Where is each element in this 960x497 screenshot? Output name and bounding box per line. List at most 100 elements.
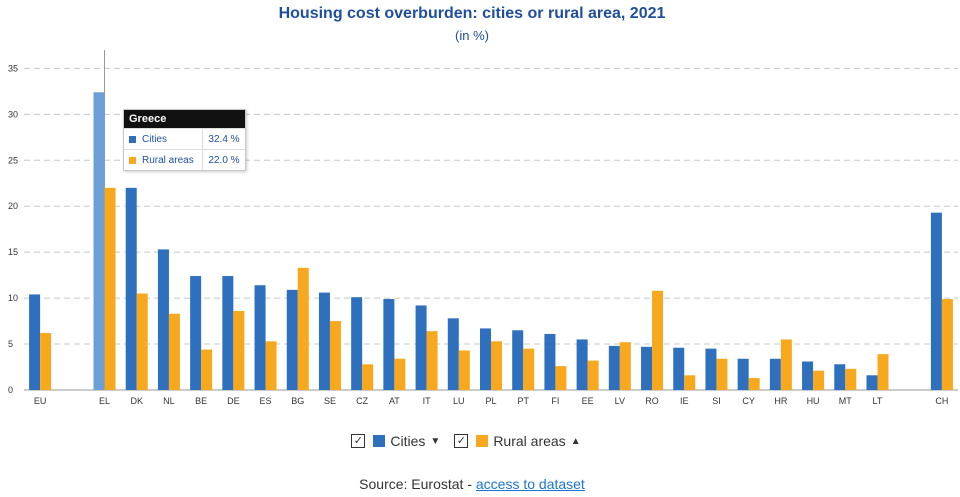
legend-item-rural[interactable]: ✓ Rural areas ▲︎	[454, 433, 581, 449]
bar-rural-MT[interactable]	[845, 368, 857, 390]
source-note: Source: Eurostat - access to dataset	[0, 476, 944, 492]
bar-chart: 0 5 10 15 20 25 30 35 EU EL DK NL BE DE ES BG SE CZ AT IT LU…	[8, 50, 958, 406]
bar-cities-EE[interactable]	[576, 339, 588, 390]
tooltip-row-cities: Cities 32.4 %	[124, 128, 245, 149]
bar-cities-CZ[interactable]	[351, 297, 363, 390]
bar-cities-IE[interactable]	[673, 347, 685, 390]
bar-cities-HU[interactable]	[802, 361, 814, 390]
x-tick-label: EL	[99, 396, 110, 406]
bar-rural-EU[interactable]	[40, 333, 52, 390]
y-tick-label: 30	[8, 109, 18, 119]
x-tick-label: LU	[453, 396, 465, 406]
caret-down-icon[interactable]: ▼	[430, 435, 441, 447]
bar-rural-HR[interactable]	[780, 339, 792, 390]
bar-cities-MT[interactable]	[834, 364, 846, 390]
x-tick-label: CY	[742, 396, 755, 406]
bar-rural-HU[interactable]	[813, 370, 825, 390]
bar-cities-DK[interactable]	[125, 187, 137, 390]
x-tick-label: EU	[34, 396, 47, 406]
bar-rural-LT[interactable]	[877, 354, 889, 390]
x-tick-label: HU	[807, 396, 820, 406]
bar-rural-IT[interactable]	[426, 331, 438, 390]
bar-rural-AT[interactable]	[394, 358, 406, 390]
bar-rural-SE[interactable]	[329, 321, 341, 390]
legend-item-cities[interactable]: ✓ Cities ▼	[351, 433, 440, 449]
bar-rural-LV[interactable]	[619, 342, 631, 390]
bar-rural-IE[interactable]	[684, 375, 696, 390]
legend: ✓ Cities ▼ ✓ Rural areas ▲︎	[0, 433, 932, 449]
x-tick-label: RO	[645, 396, 659, 406]
bar-rural-EL[interactable]	[104, 187, 116, 390]
bar-cities-LU[interactable]	[447, 318, 459, 390]
bar-rural-ES[interactable]	[265, 341, 277, 390]
x-tick-label: ES	[260, 396, 272, 406]
bar-cities-NL[interactable]	[157, 249, 169, 390]
bar-rural-CH[interactable]	[941, 299, 953, 390]
x-tick-label: AT	[389, 396, 400, 406]
x-tick-label: CH	[935, 396, 948, 406]
bar-rural-CY[interactable]	[748, 378, 760, 390]
x-tick-label: LV	[615, 396, 625, 406]
y-tick-label: 15	[8, 247, 18, 257]
bar-cities-DE[interactable]	[222, 276, 234, 390]
bar-cities-BG[interactable]	[286, 289, 298, 390]
bar-cities-ES[interactable]	[254, 285, 266, 390]
bar-cities-PT[interactable]	[512, 330, 524, 390]
x-tick-label: DE	[227, 396, 240, 406]
tooltip-row-rural: Rural areas 22.0 %	[124, 149, 245, 170]
bar-rural-FI[interactable]	[555, 366, 567, 390]
tooltip-row-value: 22.0 %	[208, 154, 240, 166]
bar-rural-LU[interactable]	[458, 350, 470, 390]
source-text: Source: Eurostat -	[359, 476, 476, 492]
bar-cities-LT[interactable]	[866, 375, 878, 390]
cities-swatch	[373, 435, 386, 447]
bars	[29, 92, 953, 391]
x-tick-label: IT	[423, 396, 432, 406]
bar-rural-CZ[interactable]	[362, 364, 374, 390]
bar-cities-EL[interactable]	[93, 92, 105, 391]
axis-labels: 0 5 10 15 20 25 30 35 EU EL DK NL BE DE ES BG SE CZ AT IT LU…	[8, 63, 948, 406]
bar-cities-HR[interactable]	[769, 358, 781, 390]
bar-rural-NL[interactable]	[168, 313, 180, 390]
bar-cities-PL[interactable]	[480, 328, 491, 390]
legend-label-rural: Rural areas	[493, 433, 566, 449]
bar-cities-BE[interactable]	[190, 276, 202, 390]
legend-label-cities: Cities	[390, 433, 426, 449]
bar-cities-FI[interactable]	[544, 333, 556, 390]
bar-cities-SE[interactable]	[318, 292, 330, 390]
bar-cities-RO[interactable]	[641, 346, 653, 390]
dataset-link[interactable]: access to dataset	[475, 476, 585, 492]
bar-cities-CY[interactable]	[737, 358, 749, 390]
bar-cities-CH[interactable]	[930, 212, 942, 390]
x-tick-label: IE	[680, 396, 689, 406]
bar-cities-SI[interactable]	[705, 348, 717, 390]
bar-rural-SI[interactable]	[716, 358, 728, 390]
tooltip-title: Greece	[124, 110, 245, 128]
bar-cities-AT[interactable]	[383, 299, 395, 390]
chart-subtitle: (in %)	[455, 28, 489, 43]
bar-rural-PL[interactable]	[491, 341, 502, 390]
tooltip-row-value: 32.4 %	[208, 133, 240, 145]
x-tick-label: BE	[195, 396, 207, 406]
tooltip-row-label: Rural areas	[142, 154, 194, 166]
bar-cities-IT[interactable]	[415, 305, 427, 390]
x-tick-label: PT	[517, 396, 529, 406]
bar-rural-DK[interactable]	[136, 293, 148, 390]
bar-rural-RO[interactable]	[652, 290, 664, 390]
bar-cities-EU[interactable]	[29, 294, 41, 390]
cities-swatch	[129, 135, 136, 143]
y-tick-label: 35	[8, 63, 18, 73]
bar-rural-EE[interactable]	[587, 360, 599, 390]
checkbox-icon[interactable]: ✓	[351, 434, 366, 448]
y-tick-label: 5	[8, 339, 13, 349]
x-tick-label: MT	[839, 396, 852, 406]
bar-rural-PT[interactable]	[523, 348, 535, 390]
checkbox-icon[interactable]: ✓	[454, 434, 469, 448]
bar-rural-BE[interactable]	[201, 349, 213, 390]
bar-cities-LV[interactable]	[608, 345, 620, 390]
x-tick-label: CZ	[356, 396, 368, 406]
x-tick-label: NL	[163, 396, 175, 406]
bar-rural-BG[interactable]	[297, 267, 309, 390]
sort-icon[interactable]: ▲︎	[570, 435, 581, 447]
bar-rural-DE[interactable]	[233, 310, 245, 390]
